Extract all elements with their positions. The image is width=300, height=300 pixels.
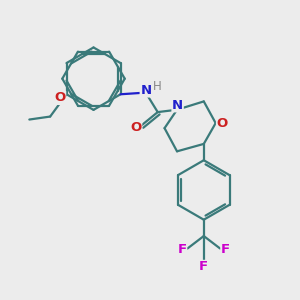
Text: F: F (178, 243, 187, 256)
Text: N: N (172, 99, 183, 112)
Text: F: F (199, 260, 208, 274)
Text: O: O (54, 91, 66, 104)
Text: H: H (153, 80, 161, 93)
Text: O: O (130, 122, 142, 134)
Text: N: N (140, 84, 152, 97)
Text: F: F (221, 243, 230, 256)
Text: O: O (217, 117, 228, 130)
